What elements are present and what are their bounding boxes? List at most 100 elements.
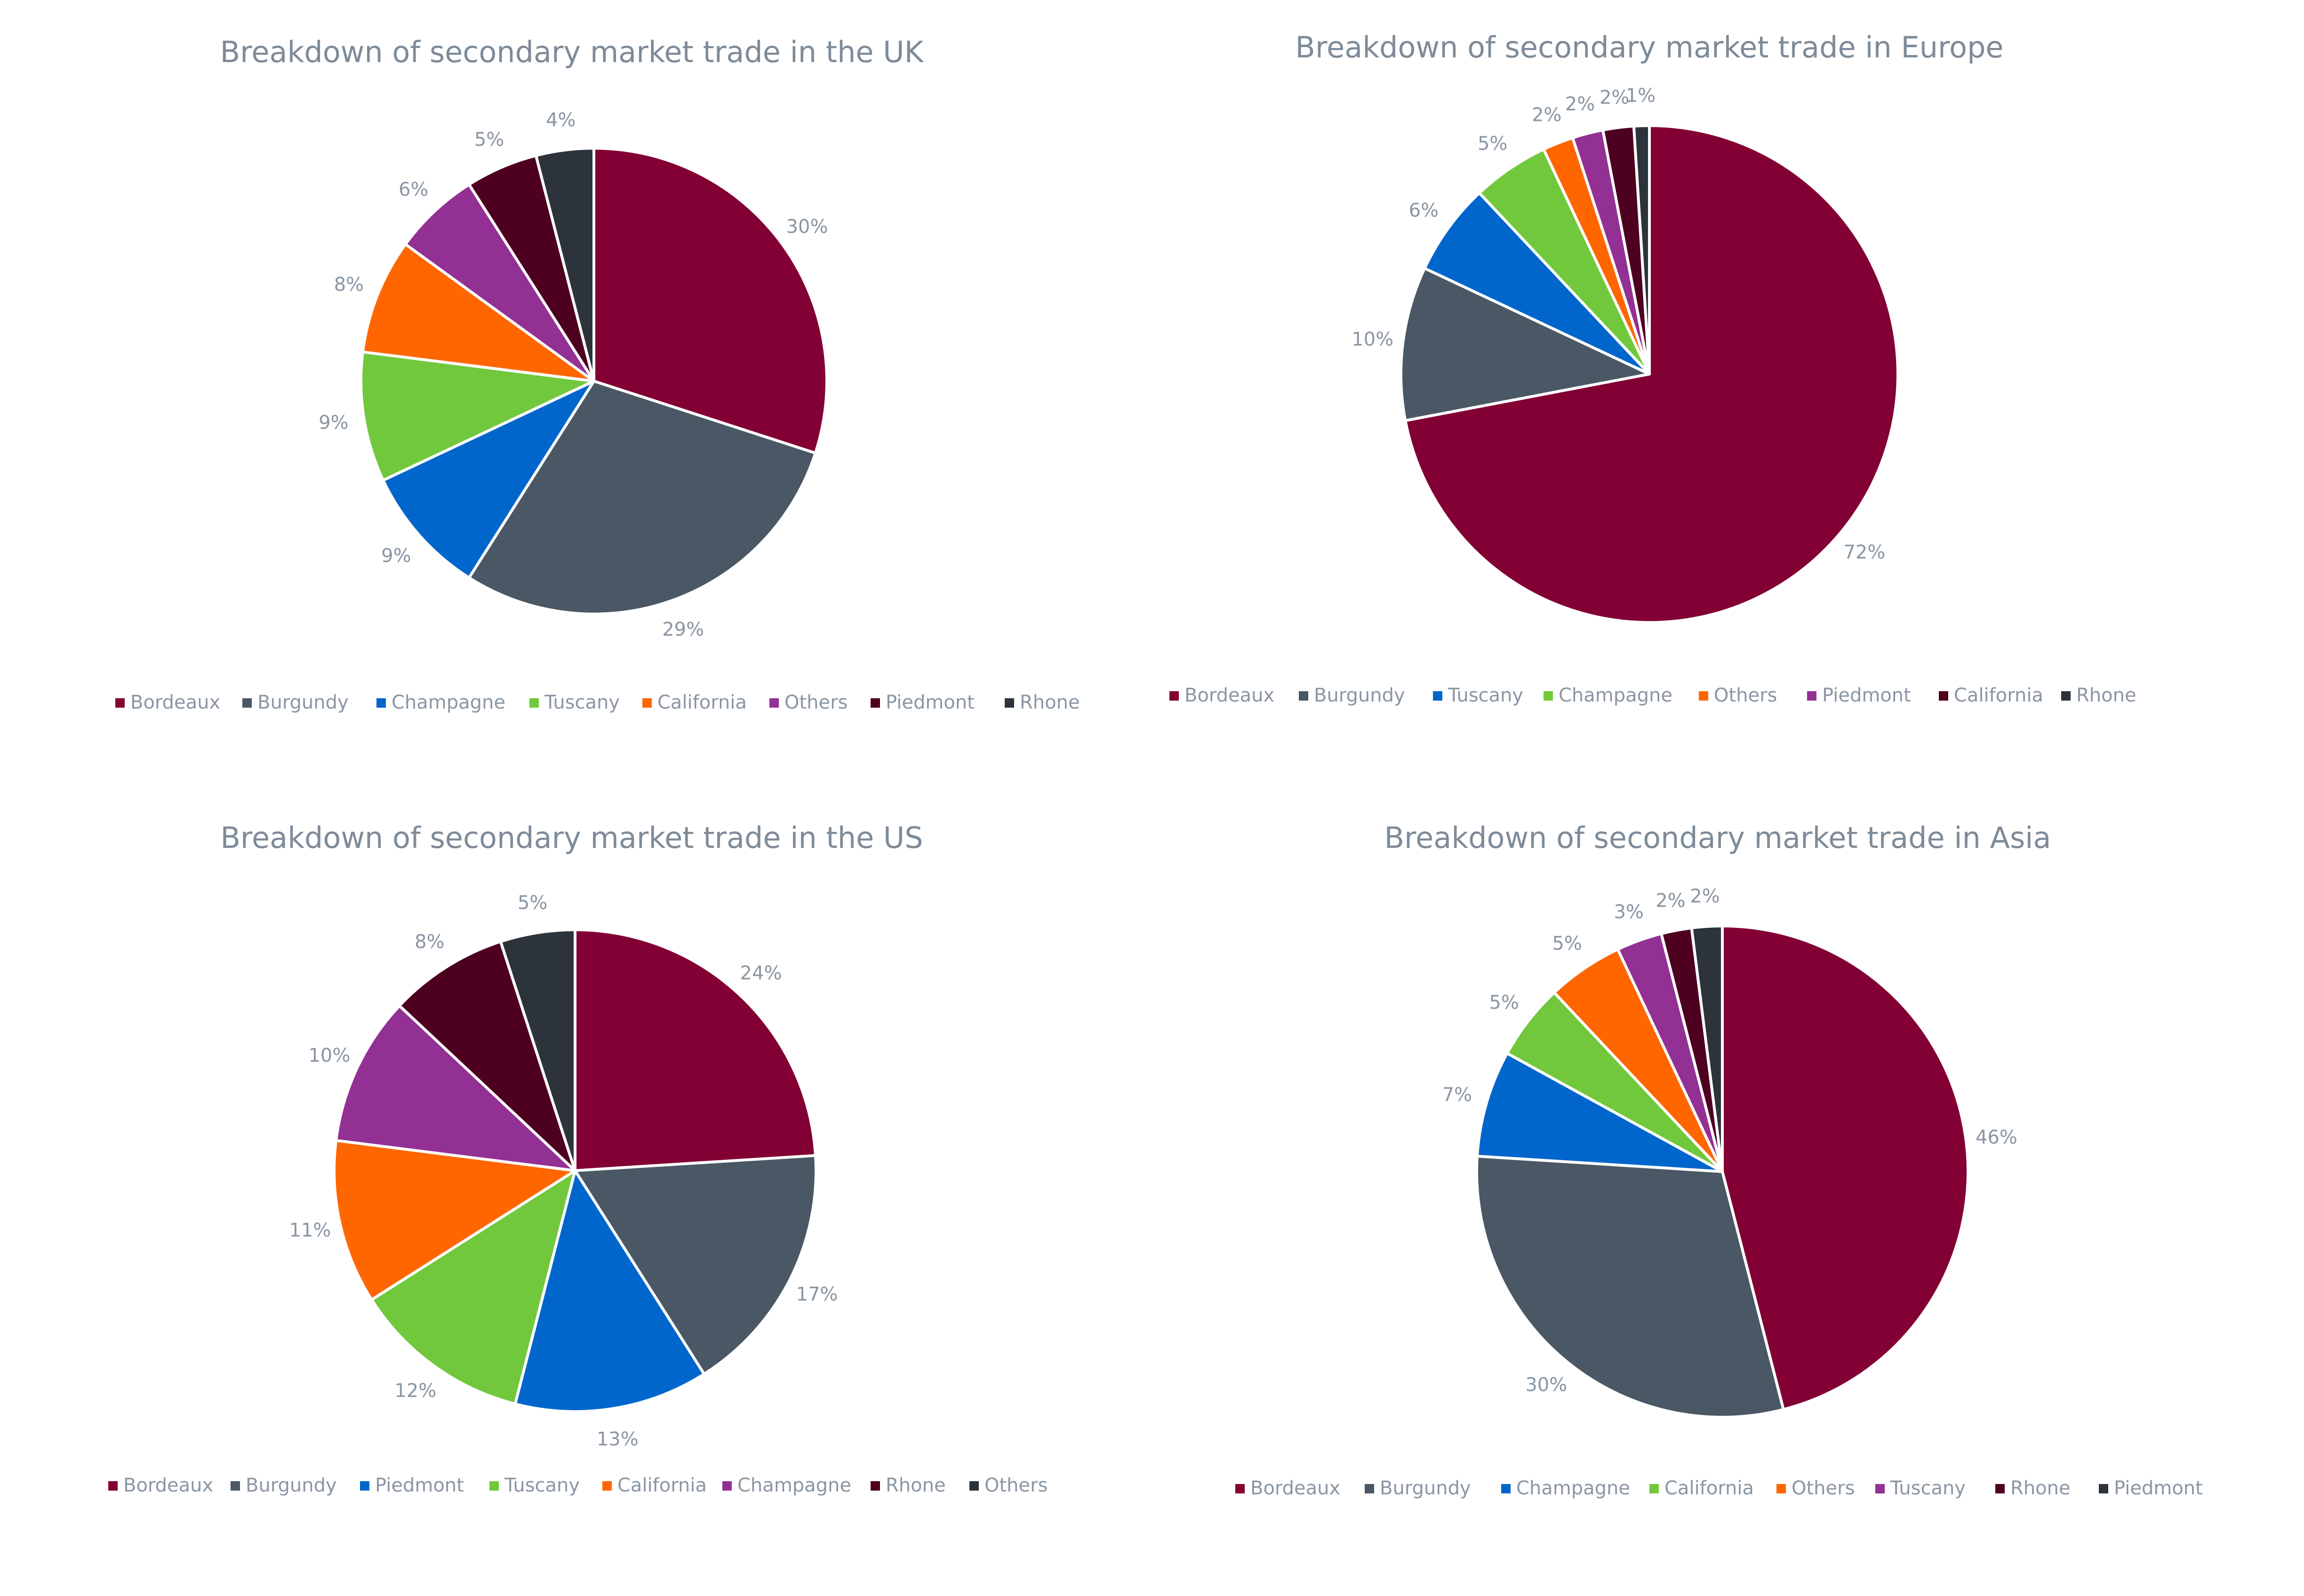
legend-label: California [657, 692, 747, 713]
data-label: 11% [289, 1220, 331, 1241]
legend-item: Champagne [1501, 1477, 1630, 1499]
legend-label: Tuscany [544, 692, 620, 713]
legend-swatch [1699, 691, 1708, 701]
data-label: 72% [1843, 542, 1885, 563]
legend-label: Rhone [2076, 685, 2136, 706]
legend-item: Bordeaux [1235, 1477, 1340, 1499]
legend-label: Others [1792, 1477, 1855, 1499]
pie-slice-burgundy [574, 1154, 817, 1376]
data-label: 8% [334, 274, 364, 295]
legend-label: Piedmont [1822, 685, 1911, 706]
data-label: 6% [1409, 200, 1439, 221]
legend-label: Champagne [1559, 685, 1672, 706]
data-label: 8% [415, 931, 444, 953]
legend-item: Champagne [376, 692, 505, 713]
legend-swatch [1807, 691, 1816, 701]
legend-label: Bordeaux [1184, 685, 1274, 706]
pie-chart-4: Breakdown of secondary market trade in A… [1235, 821, 2203, 1499]
legend-swatch [2099, 1484, 2108, 1493]
pie-slice-others [499, 928, 576, 1172]
pie-slice-champagne [382, 380, 595, 579]
legend-label: Piedmont [2114, 1477, 2203, 1499]
legend-label: Others [1714, 685, 1777, 706]
data-label: 17% [796, 1284, 838, 1305]
pie-slice-piedmont [467, 154, 595, 383]
legend-label: Burgundy [246, 1475, 337, 1496]
legend-swatch [1433, 691, 1442, 701]
legend-swatch [108, 1481, 118, 1491]
legend-label: Others [984, 1475, 1048, 1496]
legend-swatch [871, 698, 880, 708]
legend-swatch [1501, 1484, 1511, 1493]
pie-slice-california [333, 1139, 576, 1301]
pie-slice-rhone [534, 147, 595, 383]
legend-item: Rhone [1995, 1477, 2071, 1499]
data-label: 4% [546, 109, 576, 131]
data-labels: 46% 30% 7% 5% 5% 3% 2% 2% [1442, 886, 2017, 1396]
legend-swatch [642, 698, 652, 708]
data-label: 9% [319, 412, 348, 434]
legend-item: Tuscany [529, 692, 620, 713]
data-label: 29% [662, 619, 704, 640]
legend-label: Champagne [737, 1475, 851, 1496]
legend-item: Piedmont [1807, 685, 1911, 706]
legend-swatch [871, 1481, 880, 1491]
pie-slice-piedmont [1690, 925, 1724, 1173]
data-label: 24% [740, 962, 782, 984]
legend-swatch [360, 1481, 369, 1491]
data-label: 3% [1614, 902, 1643, 923]
pie-slice-champagne [1478, 148, 1651, 375]
pie-slice-bordeaux [592, 147, 828, 455]
legend-swatch [2061, 691, 2071, 701]
pie-slice-burgundy [1475, 1155, 1785, 1419]
pie-chart-1: Breakdown of secondary market trade in t… [115, 35, 1080, 713]
pie-slice-rhone [1632, 124, 1651, 375]
data-label: 12% [394, 1380, 436, 1402]
legend-item: Burgundy [231, 1475, 337, 1496]
legend-swatch [1299, 691, 1308, 701]
pie-slice-burgundy [467, 380, 817, 615]
pie-slice-champagne [335, 1004, 576, 1172]
data-label: 6% [399, 179, 428, 200]
legend-label: Piedmont [886, 692, 975, 713]
data-label: 5% [1489, 992, 1519, 1013]
pie-slice-piedmont [513, 1169, 706, 1413]
legend-swatch [1995, 1484, 2005, 1493]
data-label: 13% [597, 1428, 639, 1450]
legend-swatch [376, 698, 386, 708]
data-label: 5% [1552, 933, 1582, 955]
data-label: 30% [1525, 1374, 1567, 1396]
legend-swatch [489, 1481, 499, 1491]
legend-item: Burgundy [242, 692, 349, 713]
chart-title: Breakdown of secondary market trade in t… [220, 35, 924, 69]
legend-item: Piedmont [2099, 1477, 2203, 1499]
pie-slices [333, 928, 817, 1413]
legend-label: Champagne [1516, 1477, 1630, 1499]
data-label: 7% [1442, 1084, 1472, 1106]
legend-swatch [1649, 1484, 1659, 1493]
legend-label: Rhone [1020, 692, 1080, 713]
legend-item: Rhone [871, 1475, 946, 1496]
legend-label: Burgundy [1380, 1477, 1471, 1499]
data-label: 2% [1565, 94, 1595, 115]
legend-label: California [1954, 685, 2043, 706]
legend-item: California [1649, 1477, 1754, 1499]
pie-slice-bordeaux [1721, 925, 1969, 1411]
legend-label: Others [784, 692, 848, 713]
legend-label: Rhone [2010, 1477, 2071, 1499]
legend-item: Burgundy [1365, 1477, 1471, 1499]
pie-slice-tuscany [370, 1169, 576, 1405]
legend-swatch [1544, 691, 1553, 701]
data-labels: 72%10%6%5%2% 2% 2%1% [1352, 85, 1885, 563]
legend-label: Tuscany [504, 1475, 580, 1496]
legend-swatch [1005, 698, 1014, 708]
chart-legend: Bordeaux Burgundy Champagne California Other… [1235, 1477, 2203, 1499]
legend-swatch [529, 698, 539, 708]
legend-item: Bordeaux [108, 1475, 213, 1496]
legend-item: Others [1776, 1477, 1855, 1499]
legend-label: Burgundy [257, 692, 349, 713]
legend-item: California [1939, 685, 2043, 706]
legend-label: Tuscany [1890, 1477, 1966, 1499]
legend-swatch [1776, 1484, 1786, 1493]
